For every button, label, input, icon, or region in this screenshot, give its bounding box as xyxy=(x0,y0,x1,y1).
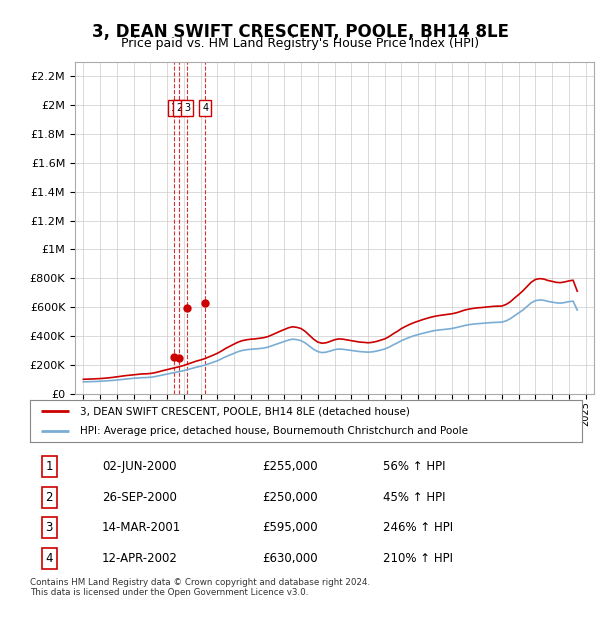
Text: 2: 2 xyxy=(46,491,53,503)
Text: £595,000: £595,000 xyxy=(262,521,317,534)
Text: HPI: Average price, detached house, Bournemouth Christchurch and Poole: HPI: Average price, detached house, Bour… xyxy=(80,426,467,436)
Text: Contains HM Land Registry data © Crown copyright and database right 2024.
This d: Contains HM Land Registry data © Crown c… xyxy=(30,578,370,597)
Text: 02-JUN-2000: 02-JUN-2000 xyxy=(102,460,176,473)
Text: 4: 4 xyxy=(46,552,53,565)
Text: 56% ↑ HPI: 56% ↑ HPI xyxy=(383,460,446,473)
Text: 3, DEAN SWIFT CRESCENT, POOLE, BH14 8LE (detached house): 3, DEAN SWIFT CRESCENT, POOLE, BH14 8LE … xyxy=(80,406,410,416)
Text: 3, DEAN SWIFT CRESCENT, POOLE, BH14 8LE: 3, DEAN SWIFT CRESCENT, POOLE, BH14 8LE xyxy=(91,23,509,41)
Text: 1: 1 xyxy=(46,460,53,473)
Text: 210% ↑ HPI: 210% ↑ HPI xyxy=(383,552,453,565)
Text: £630,000: £630,000 xyxy=(262,552,317,565)
Text: 12-APR-2002: 12-APR-2002 xyxy=(102,552,178,565)
Text: 14-MAR-2001: 14-MAR-2001 xyxy=(102,521,181,534)
Text: 1: 1 xyxy=(171,103,177,113)
Text: Price paid vs. HM Land Registry's House Price Index (HPI): Price paid vs. HM Land Registry's House … xyxy=(121,37,479,50)
Text: £255,000: £255,000 xyxy=(262,460,317,473)
Text: 3: 3 xyxy=(46,521,53,534)
Text: £250,000: £250,000 xyxy=(262,491,317,503)
Text: 2: 2 xyxy=(176,103,182,113)
Text: 246% ↑ HPI: 246% ↑ HPI xyxy=(383,521,454,534)
Text: 4: 4 xyxy=(202,103,208,113)
Text: 3: 3 xyxy=(184,103,190,113)
Text: 45% ↑ HPI: 45% ↑ HPI xyxy=(383,491,446,503)
Text: 26-SEP-2000: 26-SEP-2000 xyxy=(102,491,176,503)
